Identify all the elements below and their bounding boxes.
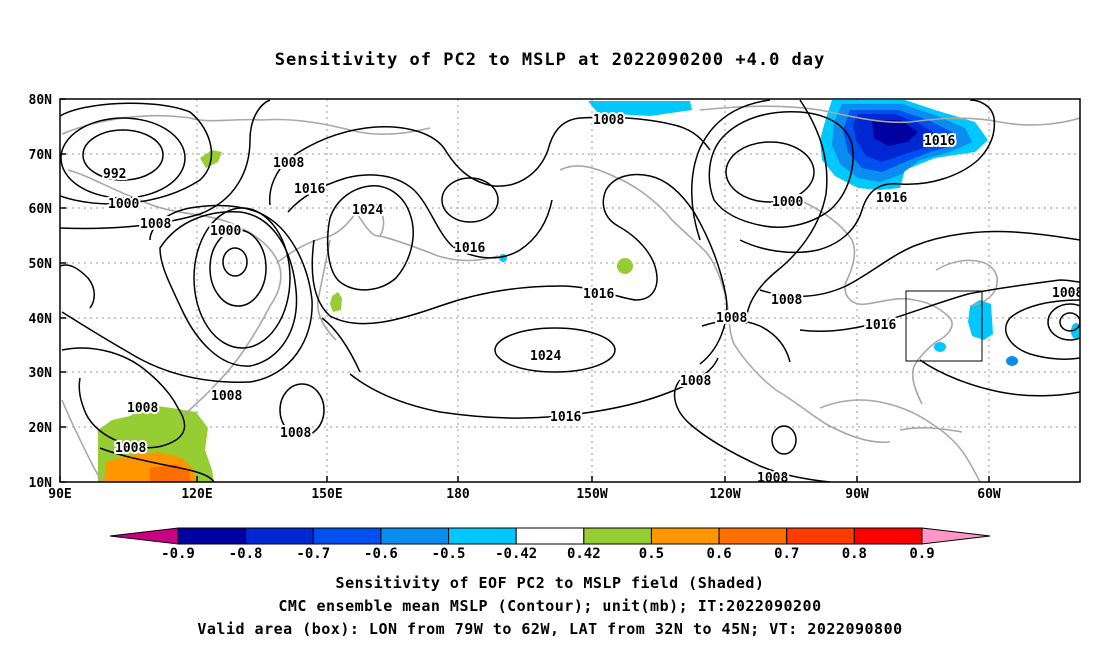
lat-label: 50N (29, 257, 53, 272)
colorbar-tick-label: -0.5 (432, 546, 466, 562)
colorbar-tick-label: 0.42 (567, 546, 601, 562)
colorbar-max-triangle (921, 527, 991, 545)
contour-label: 1008 (140, 217, 171, 232)
colorbar-tick-label: 0.7 (774, 546, 799, 562)
lat-label: 60N (29, 202, 53, 217)
longitude-labels: 90E 120E 150E 180 150W 120W 90W 60W (48, 487, 1001, 502)
contour-label: 1008 (280, 426, 311, 441)
lon-label: 60W (977, 487, 1001, 502)
contour-label: 1016 (865, 318, 896, 333)
lon-label: 150E (311, 487, 342, 502)
colorbar-swatch (853, 527, 923, 545)
colorbar-tick-label: -0.6 (364, 546, 398, 562)
colorbar: -0.9 -0.8 -0.7 -0.6 -0.5 -0.42 0.42 0.5 0.6 0.7 0.… (109, 527, 991, 562)
negative-sensitivity-shading (499, 100, 1080, 366)
lon-label: 180 (446, 487, 470, 502)
colorbar-swatch (718, 527, 788, 545)
contour-label: 1008 (211, 389, 242, 404)
colorbar-swatch (448, 527, 517, 545)
contour-label: 1008 (680, 374, 711, 389)
colorbar-swatch (650, 527, 720, 545)
contour-label: 1016 (876, 191, 907, 206)
colorbar-tick-label: -0.9 (161, 546, 195, 562)
colorbar-swatch (177, 527, 247, 545)
contour-label: 1008 (273, 156, 304, 171)
plot-title: Sensitivity of PC2 to MSLP at 2022090200… (274, 50, 826, 70)
contour-label: 1000 (108, 197, 139, 212)
lat-label: 80N (29, 93, 53, 108)
lon-label: 120W (709, 487, 740, 502)
colorbar-tick-label: -0.42 (495, 546, 537, 562)
colorbar-tick-label: 0.5 (639, 546, 664, 562)
contour-label: 1008 (115, 441, 146, 456)
contour-label: 1016 (924, 134, 955, 149)
colorbar-swatch (786, 527, 855, 545)
colorbar-swatch (583, 527, 652, 545)
lat-label: 30N (29, 366, 53, 381)
latitude-labels: 80N 70N 60N 50N 40N 30N 20N 10N (29, 93, 53, 491)
mslp-contours (60, 99, 1080, 482)
axis-ticks (59, 98, 990, 483)
caption-contour: CMC ensemble mean MSLP (Contour); unit(m… (278, 597, 822, 615)
contour-label: 992 (103, 167, 126, 182)
contour-label: 1016 (583, 287, 614, 302)
contour-label: 1016 (454, 241, 485, 256)
valid-area-box (905, 290, 983, 362)
map-border (59, 98, 1081, 483)
colorbar-tick-label: 0.9 (909, 546, 934, 562)
lat-label: 40N (29, 312, 53, 327)
caption-shading: Sensitivity of EOF PC2 to MSLP field (Sh… (335, 574, 765, 592)
colorbar-min-triangle (109, 527, 179, 545)
colorbar-swatch (312, 527, 382, 545)
lat-label: 20N (29, 421, 53, 436)
lat-label: 70N (29, 148, 53, 163)
contour-label: 1008 (771, 293, 802, 308)
contour-label: 1008 (127, 401, 158, 416)
colorbar-swatch (245, 527, 314, 545)
lon-label: 120E (181, 487, 212, 502)
contour-label: 1008 (1052, 286, 1083, 301)
lon-label: 90W (845, 487, 869, 502)
contour-label: 1016 (294, 182, 325, 197)
colorbar-swatch (380, 527, 450, 545)
contour-label: 1008 (757, 471, 788, 486)
contour-label: 1024 (530, 349, 561, 364)
colorbar-swatch (515, 527, 585, 545)
contour-label: 1000 (210, 224, 241, 239)
contour-label: 1000 (772, 195, 803, 210)
colorbar-tick-label: 0.6 (706, 546, 731, 562)
contour-labels: 992 1000 1008 1008 1000 1016 1024 1008 1… (101, 111, 1083, 486)
lat-label: 10N (29, 476, 53, 491)
contour-label: 1008 (593, 113, 624, 128)
lon-label: 90E (48, 487, 71, 502)
contour-label: 1008 (716, 311, 747, 326)
colorbar-tick-label: -0.7 (296, 546, 330, 562)
caption-valid-area: Valid area (box): LON from 79W to 62W, L… (197, 620, 903, 638)
contour-label: 1016 (550, 410, 581, 425)
colorbar-tick-label: 0.8 (842, 546, 867, 562)
lon-label: 150W (576, 487, 607, 502)
colorbar-tick-label: -0.8 (229, 546, 263, 562)
contour-label: 1024 (352, 203, 383, 218)
